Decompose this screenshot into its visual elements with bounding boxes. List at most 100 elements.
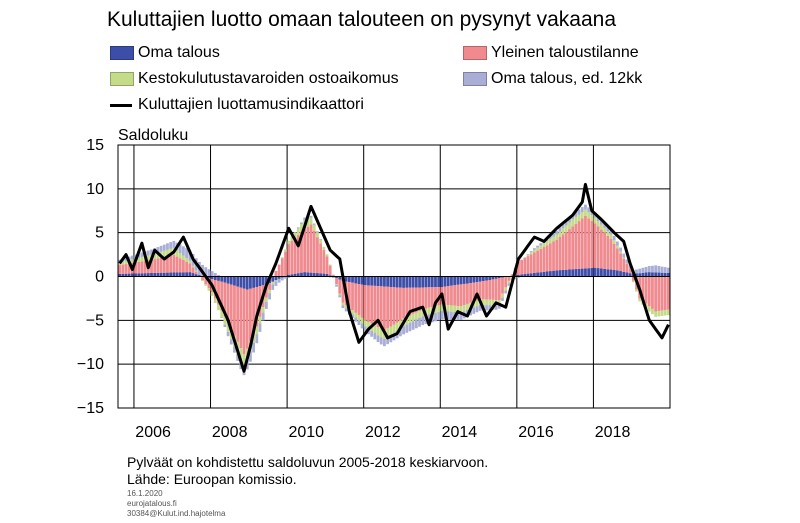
bar-oma_talous (319, 273, 323, 277)
bar-yleinen (363, 285, 367, 321)
bar-oma_talous (150, 272, 153, 277)
bar-oma_talous (628, 273, 632, 277)
bar-oma_12kk (354, 317, 358, 322)
bar-oma_12kk (162, 244, 166, 251)
bar-yleinen (488, 280, 492, 300)
bar-oma_talous (338, 276, 342, 280)
bar-kestokulutus (548, 238, 552, 244)
note-source: Lähde: Euroopan komissio. (127, 471, 297, 487)
legend-label-oma-talous: Oma talous (138, 44, 220, 61)
bar-yleinen (411, 287, 415, 314)
bar-kestokulutus (571, 219, 575, 227)
bar-oma_12kk (146, 250, 150, 256)
bar-kestokulutus (497, 300, 501, 305)
bar-oma_12kk (312, 223, 316, 225)
bar-oma_12kk (657, 265, 661, 273)
bar-oma_12kk (344, 308, 348, 312)
bar-yleinen (564, 231, 568, 270)
bar-kestokulutus (647, 306, 651, 312)
bar-yleinen (615, 248, 619, 271)
bar-oma_12kk (580, 207, 584, 213)
bar-yleinen (542, 247, 546, 272)
bar-yleinen (201, 276, 204, 281)
bar-oma_talous (606, 269, 610, 277)
bar-oma_talous (542, 271, 546, 277)
legend-line-indikaattori (110, 103, 132, 107)
bar-kestokulutus (635, 289, 638, 292)
bar-kestokulutus (660, 310, 664, 316)
bar-yleinen (660, 276, 664, 311)
bar-yleinen (568, 229, 571, 270)
bar-kestokulutus (411, 313, 415, 322)
bar-yleinen (226, 283, 230, 323)
bar-yleinen (367, 285, 370, 322)
bar-oma_talous (316, 273, 319, 277)
bar-oma_12kk (539, 243, 543, 246)
bar-kestokulutus (405, 317, 409, 325)
bar-oma_12kk (287, 276, 291, 278)
bar-yleinen (264, 284, 268, 298)
bar-kestokulutus (153, 253, 157, 260)
bar-kestokulutus (344, 305, 348, 309)
bar-yleinen (127, 263, 131, 274)
bar-oma_12kk (552, 233, 555, 237)
bar-yleinen (217, 280, 220, 305)
bar-kestokulutus (491, 299, 495, 306)
bar-oma_12kk (150, 249, 153, 255)
bar-yleinen (335, 278, 338, 285)
bar-oma_talous (258, 276, 262, 287)
bar-oma_12kk (619, 247, 622, 252)
bar-yleinen (517, 261, 520, 275)
x-tick-labels: 2006 2008 2010 2012 2014 2016 2018 (135, 424, 630, 441)
y-tick-label: −10 (77, 356, 104, 373)
bar-oma_12kk (504, 290, 508, 294)
bar-kestokulutus (577, 214, 581, 222)
bar-kestokulutus (188, 260, 192, 264)
bar-oma_talous (523, 274, 527, 277)
bar-kestokulutus (376, 327, 380, 336)
bar-yleinen (392, 287, 396, 325)
bar-kestokulutus (622, 257, 626, 259)
bar-oma_12kk (459, 312, 463, 320)
bar-oma_talous (545, 271, 549, 277)
bar-kestokulutus (638, 298, 642, 302)
bar-oma_talous (625, 272, 629, 277)
bar-oma_talous (124, 273, 128, 277)
bar-yleinen (389, 287, 393, 327)
bar-oma_talous (197, 275, 201, 277)
bar-oma_talous (325, 273, 329, 277)
bar-kestokulutus (395, 322, 399, 331)
bar-kestokulutus (421, 309, 425, 317)
bar-oma_12kk (564, 220, 568, 226)
bar-oma_talous (600, 268, 603, 277)
bar-kestokulutus (552, 236, 555, 242)
bar-oma_12kk (402, 326, 405, 335)
bar-oma_12kk (249, 351, 252, 362)
bar-oma_talous (427, 276, 431, 288)
bar-kestokulutus (386, 328, 390, 337)
x-tick-label: 2010 (288, 424, 324, 441)
bar-yleinen (469, 283, 472, 303)
bar-oma_12kk (405, 324, 409, 333)
bar-oma_talous (162, 272, 166, 277)
bar-kestokulutus (191, 265, 195, 268)
bar-yleinen (249, 288, 252, 342)
bar-kestokulutus (325, 254, 329, 257)
bar-yleinen (354, 283, 358, 313)
bar-oma_12kk (182, 246, 185, 256)
bar-oma_talous (274, 276, 278, 281)
bar-oma_talous (347, 276, 351, 283)
bar-yleinen (376, 286, 380, 328)
bar-kestokulutus (574, 216, 578, 224)
bar-yleinen (443, 286, 447, 305)
bar-yleinen (485, 280, 488, 300)
bar-oma_talous (185, 272, 188, 277)
bar-kestokulutus (130, 259, 134, 263)
x-tick-label: 2018 (595, 424, 631, 441)
bar-kestokulutus (207, 288, 211, 291)
bar-yleinen (287, 244, 291, 275)
bar-oma_talous (580, 268, 584, 277)
bar-yleinen (548, 243, 552, 272)
bar-yleinen (494, 278, 498, 301)
bar-yleinen (398, 287, 402, 321)
